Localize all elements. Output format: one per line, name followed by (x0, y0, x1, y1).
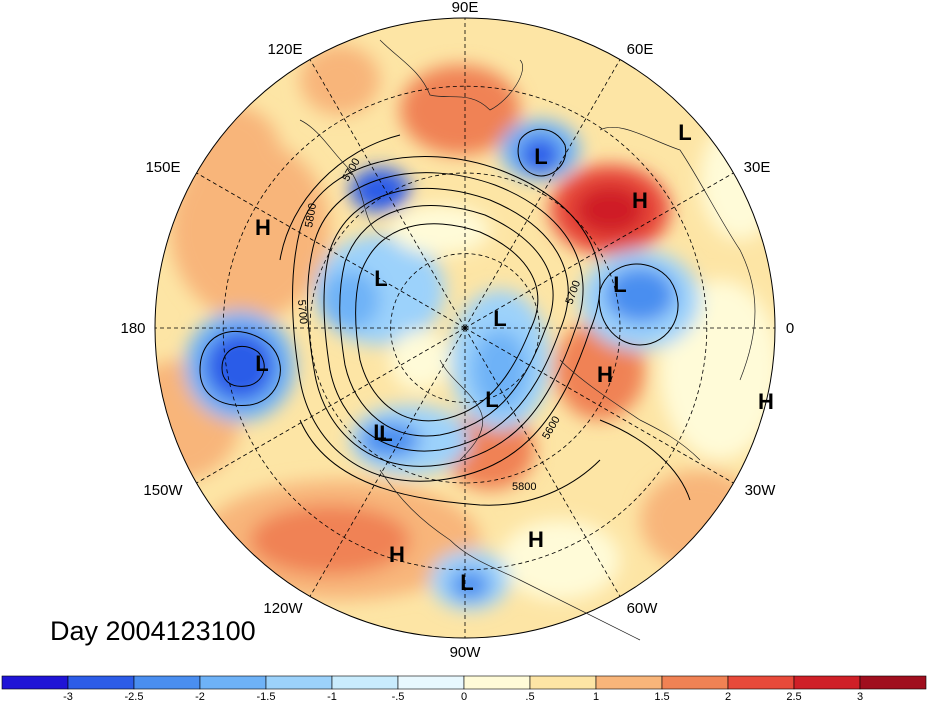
colorbar-swatch (727, 675, 795, 690)
colorbar-tick-label: -1 (327, 691, 337, 702)
low-center-label: L (493, 306, 506, 331)
low-center-label: L (613, 272, 626, 297)
colorbar-tick-label: 3 (857, 691, 863, 702)
low-center-label: L (255, 351, 268, 376)
low-center-label: L (678, 120, 691, 145)
colorbar-tick-label: .5 (525, 691, 534, 702)
plot-title: Day 2004123100 (50, 616, 256, 646)
lon-label-60w: 60W (627, 600, 659, 617)
anomaly-field (155, 18, 775, 638)
colorbar-tick-label: 1.5 (654, 691, 669, 702)
high-center-label: H (597, 362, 613, 387)
colorbar-swatch (1, 675, 69, 690)
lon-label-60e: 60E (627, 41, 654, 58)
low-center-label: L (373, 420, 386, 445)
colorbar-tick-label: 2 (725, 691, 731, 702)
lon-label-30e: 30E (744, 159, 771, 176)
colorbar-swatch (793, 675, 861, 690)
low-center-label: L (534, 144, 547, 169)
low-center-label: L (379, 421, 392, 446)
high-center-label: H (632, 188, 648, 213)
colorbar: -3 -2.5 -2 -1.5 -1 -.5 0 .5 1 1.5 2 2.5 3 (1, 675, 927, 702)
coastlines (299, 39, 756, 641)
lon-label-180: 180 (120, 320, 145, 337)
colorbar-tick-label: 1 (593, 691, 599, 702)
colorbar-swatch (859, 675, 927, 690)
colorbar-tick-label: 0 (461, 691, 467, 702)
colorbar-swatch (265, 675, 333, 690)
lon-label-90w: 90W (450, 644, 482, 661)
colorbar-tick-label: -3 (63, 691, 73, 702)
lon-label-120w: 120W (263, 600, 303, 617)
colorbar-tick-label: 2.5 (786, 691, 801, 702)
high-center-label: H (255, 215, 271, 240)
colorbar-swatch (397, 675, 465, 690)
contour-value-label: 5700 (295, 299, 309, 324)
colorbar-tick-label: -.5 (392, 691, 405, 702)
low-center-label: L (460, 570, 473, 595)
lon-label-90e: 90E (452, 0, 479, 16)
contour-value-label: 5800 (512, 481, 536, 493)
colorbar-swatch (133, 675, 201, 690)
colorbar-tick-label: -1.5 (257, 691, 276, 702)
high-center-label: H (389, 542, 405, 567)
longitude-labels: 90E 60E 30E 0 30W 60W 90W 120W 150W 180 150E 120E (120, 0, 794, 661)
colorbar-swatch (199, 675, 267, 690)
high-center-label: H (758, 389, 774, 414)
colorbar-swatch (67, 675, 135, 690)
height-contours (199, 128, 691, 506)
lon-label-0: 0 (786, 320, 794, 337)
low-center-label: L (374, 266, 387, 291)
graticule (155, 18, 775, 638)
low-center-label: L (485, 387, 498, 412)
lon-label-30w: 30W (745, 482, 777, 499)
high-center-label: H (528, 527, 544, 552)
colorbar-swatch (463, 675, 531, 690)
colorbar-swatch (661, 675, 729, 690)
lon-label-150w: 150W (143, 482, 183, 499)
contour-value-label: 5800 (303, 202, 319, 228)
lon-label-150e: 150E (145, 159, 180, 176)
colorbar-tick-label: -2.5 (125, 691, 144, 702)
colorbar-swatch (331, 675, 399, 690)
lon-label-120e: 120E (267, 41, 302, 58)
colorbar-swatch (595, 675, 663, 690)
colorbar-swatch (529, 675, 597, 690)
colorbar-tick-label: -2 (195, 691, 205, 702)
